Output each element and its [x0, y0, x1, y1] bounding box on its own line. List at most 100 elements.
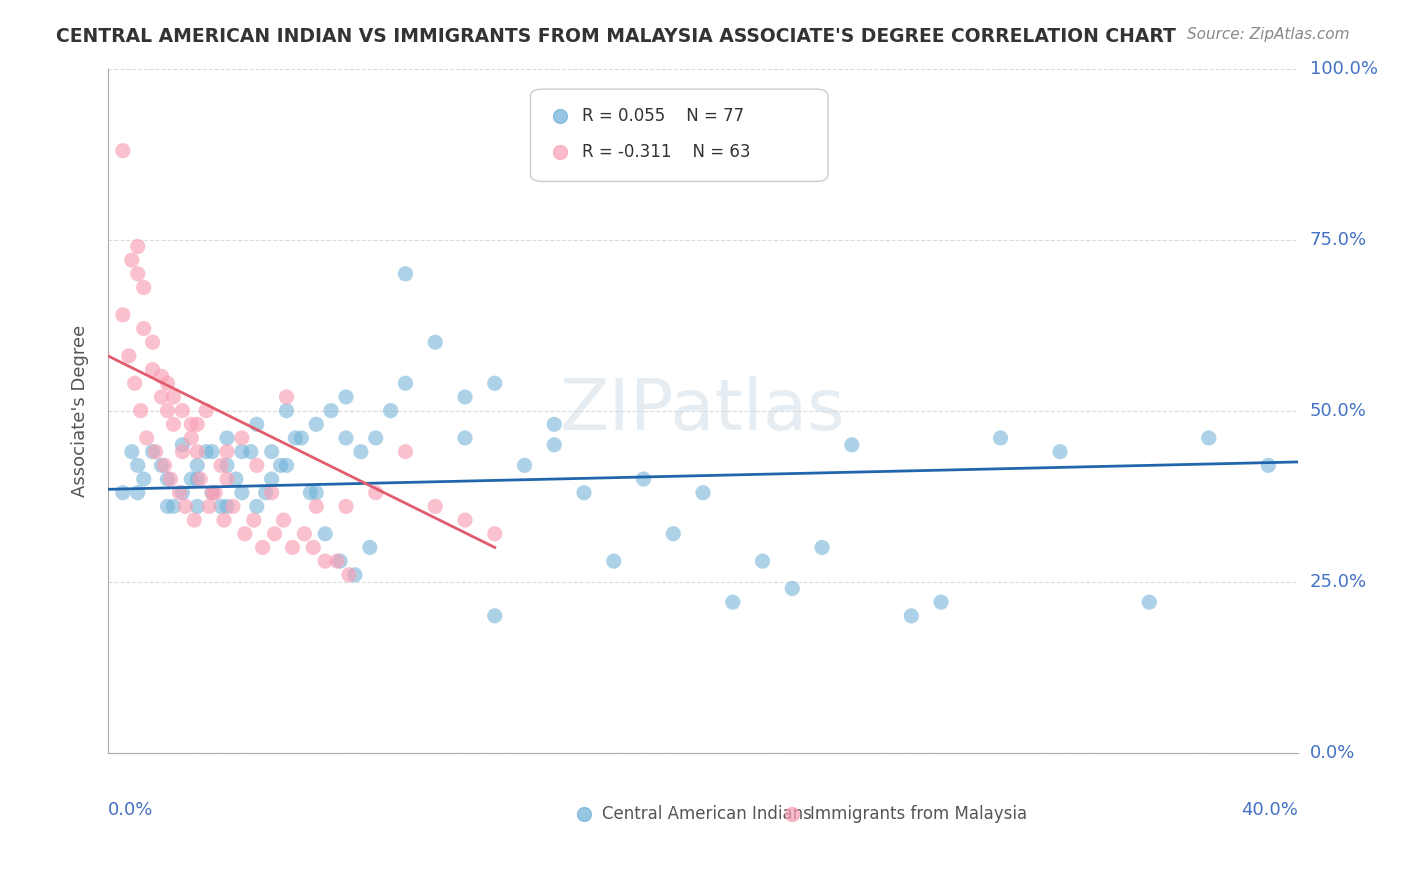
Point [127, 267, 149, 281]
Point [127, 458, 149, 473]
Point [132, 321, 155, 335]
Point [335, 431, 357, 445]
Point [172, 403, 194, 417]
Point [1198, 431, 1220, 445]
Text: ZIPatlas: ZIPatlas [560, 376, 846, 445]
Point [484, 376, 506, 391]
Point [321, 403, 343, 417]
Point [172, 485, 194, 500]
Text: Immigrants from Malaysia: Immigrants from Malaysia [810, 805, 1028, 823]
Point [335, 390, 357, 404]
Y-axis label: Associate's Degree: Associate's Degree [72, 325, 89, 497]
Point [145, 444, 167, 458]
Point [252, 541, 274, 555]
Point [172, 438, 194, 452]
Point [201, 485, 224, 500]
Point [543, 417, 565, 432]
Point [329, 554, 352, 568]
Point [246, 417, 269, 432]
Point [359, 541, 381, 555]
Text: Central American Indians: Central American Indians [602, 805, 811, 823]
Point [242, 513, 264, 527]
Point [172, 444, 194, 458]
Point [129, 403, 152, 417]
Point [692, 485, 714, 500]
Text: 0.0%: 0.0% [108, 800, 153, 819]
Point [156, 500, 179, 514]
Point [603, 554, 626, 568]
Point [153, 458, 176, 473]
Point [162, 417, 184, 432]
Point [425, 500, 447, 514]
Point [350, 444, 373, 458]
Point [811, 541, 834, 555]
Point [1227, 145, 1250, 159]
Point [721, 595, 744, 609]
Point [1137, 595, 1160, 609]
Point [1227, 110, 1250, 124]
Point [343, 567, 366, 582]
Text: CENTRAL AMERICAN INDIAN VS IMMIGRANTS FROM MALAYSIA ASSOCIATE'S DEGREE CORRELATI: CENTRAL AMERICAN INDIAN VS IMMIGRANTS FR… [56, 27, 1175, 45]
Point [380, 403, 402, 417]
Point [273, 513, 295, 527]
Point [156, 403, 179, 417]
Point [1257, 458, 1279, 473]
Point [162, 500, 184, 514]
Point [326, 554, 349, 568]
Point [337, 567, 360, 582]
Point [751, 554, 773, 568]
Point [174, 500, 197, 514]
Point [212, 513, 235, 527]
Point [543, 438, 565, 452]
Point [284, 431, 307, 445]
Point [156, 472, 179, 486]
Point [454, 431, 477, 445]
Point [135, 431, 157, 445]
Point [150, 390, 173, 404]
Point [263, 526, 285, 541]
Point [201, 444, 224, 458]
Text: 75.0%: 75.0% [1310, 231, 1367, 249]
Point [364, 485, 387, 500]
Point [1286, 807, 1309, 822]
Point [195, 444, 218, 458]
Point [305, 500, 328, 514]
Point [484, 526, 506, 541]
Point [186, 500, 208, 514]
Point [198, 500, 221, 514]
Point [150, 458, 173, 473]
Point [132, 280, 155, 294]
Point [484, 608, 506, 623]
Point [118, 349, 141, 363]
Point [276, 390, 298, 404]
Point [180, 431, 202, 445]
Point [121, 444, 143, 458]
Text: 50.0%: 50.0% [1310, 401, 1367, 419]
Point [305, 417, 328, 432]
Point [780, 582, 803, 596]
Point [222, 500, 245, 514]
Point [111, 308, 134, 322]
Point [231, 485, 253, 500]
Point [292, 526, 315, 541]
Point [111, 144, 134, 158]
Point [142, 335, 165, 350]
Point [394, 444, 416, 458]
Point [201, 485, 224, 500]
Point [335, 500, 357, 514]
Point [215, 472, 238, 486]
Point [281, 541, 304, 555]
Point [124, 376, 146, 391]
Point [454, 513, 477, 527]
Text: R = -0.311    N = 63: R = -0.311 N = 63 [582, 143, 751, 161]
Point [305, 485, 328, 500]
Point [276, 458, 298, 473]
Text: 25.0%: 25.0% [1310, 573, 1367, 591]
Point [215, 431, 238, 445]
Point [215, 458, 238, 473]
Point [929, 595, 952, 609]
Text: 40.0%: 40.0% [1241, 800, 1298, 819]
Point [513, 458, 536, 473]
Point [186, 472, 208, 486]
Point [394, 376, 416, 391]
